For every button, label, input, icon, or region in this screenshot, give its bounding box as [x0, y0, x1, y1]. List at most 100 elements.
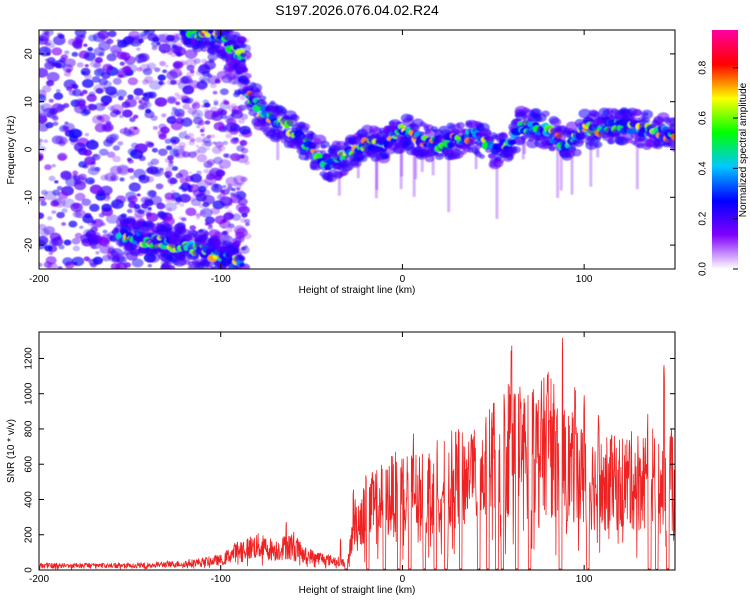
spectrogram-noise [167, 70, 174, 75]
spectrogram-noise [80, 109, 90, 117]
spectrogram-noise [48, 98, 54, 103]
spectrogram-noise [76, 99, 86, 107]
spectrogram-noise [149, 195, 163, 206]
spectrogram-noise [54, 180, 59, 184]
spectrogram-noise [151, 40, 160, 48]
main-ridge-halo [456, 122, 465, 129]
spectrogram-noise [196, 112, 201, 117]
spectrogram-noise [181, 61, 185, 65]
spectrogram-noise [195, 144, 200, 148]
main-ridge-halo [383, 152, 391, 159]
spectrogram-noise [195, 136, 203, 143]
spectrogram-noise [39, 46, 52, 57]
spectrogram-noise [197, 85, 206, 91]
spectrogram-noise [233, 225, 246, 235]
spectrogram-noise [51, 210, 57, 214]
spectrogram-noise [56, 104, 66, 112]
spectrogram-noise [174, 200, 181, 205]
spectrogram-noise [196, 154, 208, 163]
spectrogram-noise [169, 136, 180, 145]
main-ridge-core [670, 133, 675, 141]
spectrogram-noise [106, 53, 117, 62]
spectrogram-noise [73, 142, 86, 152]
spectrogram-noise [214, 77, 221, 82]
spectrogram-noise [126, 209, 132, 213]
spectrogram-noise [185, 116, 191, 121]
snr-y-tick-label: 200 [24, 526, 35, 543]
spectrogram-noise [143, 207, 152, 214]
spectrogram-noise [193, 100, 200, 106]
spectrogram-noise [128, 71, 134, 76]
spectrogram-noise [39, 196, 46, 202]
spectrogram-noise [39, 154, 44, 161]
spectrogram-noise [203, 168, 210, 174]
spectrogram-noise [243, 233, 252, 240]
spectrogram-noise [210, 171, 217, 177]
spectrogram-noise [85, 139, 99, 150]
spectrogram-x-tick-label: -100 [211, 274, 231, 285]
spectrogram-noise [84, 132, 90, 137]
spectrogram-noise [81, 89, 88, 95]
spectrogram-noise [196, 125, 201, 129]
spectrogram-noise [110, 262, 121, 269]
spectrogram-noise [202, 194, 215, 205]
spectrogram-noise [116, 256, 127, 265]
spectrogram-noise [207, 75, 220, 85]
spectrogram-noise [170, 115, 176, 119]
spectrogram-noise [171, 166, 179, 171]
snr-series-line [39, 337, 675, 570]
spectrogram-noise [43, 261, 53, 268]
upper-band-core [204, 32, 210, 37]
main-ridge-halo [588, 142, 595, 147]
spectrogram-noise [55, 89, 61, 93]
spectrogram-noise [232, 123, 239, 128]
spectrogram-noise [56, 186, 63, 191]
spectrogram-noise [154, 97, 168, 107]
spectrogram-noise [186, 71, 195, 78]
snr-x-tick-label: 100 [576, 574, 593, 585]
spectrogram-noise [98, 114, 111, 123]
spectrogram-noise [137, 104, 145, 110]
spectrogram-noise [218, 166, 224, 170]
spectrogram-noise [163, 39, 170, 44]
spectrogram-noise [101, 36, 112, 44]
spectrogram-noise [210, 134, 216, 139]
main-ridge-halo [636, 142, 645, 149]
spectrogram-noise [228, 200, 232, 203]
spectrogram-noise [87, 47, 94, 52]
spectrogram-noise [205, 163, 212, 168]
spectrogram-noise [193, 84, 200, 89]
spectrogram-noise [225, 227, 233, 233]
spectrogram-noise [72, 88, 83, 97]
spectrogram-noise [219, 88, 229, 96]
main-ridge-halo [541, 110, 550, 117]
main-ridge-halo [471, 140, 477, 145]
spectrogram-noise [83, 43, 88, 47]
spectrogram-noise [159, 60, 166, 67]
spectrogram-noise [218, 170, 225, 176]
spectrogram-noise [85, 177, 95, 185]
spectrogram-noise [52, 116, 59, 121]
spectrogram-noise [138, 174, 150, 184]
spectrogram-noise [204, 216, 215, 225]
spectrogram-noise [91, 76, 101, 83]
lower-band-core [238, 262, 245, 267]
spectrogram-noise [143, 30, 156, 36]
spectrogram-noise [166, 171, 170, 174]
spectrogram-noise [64, 50, 70, 55]
lower-band-halo [147, 222, 153, 227]
spectrogram-noise [218, 219, 231, 229]
spectrogram-noise [61, 222, 67, 226]
spectrogram-noise [129, 117, 136, 123]
spectrogram-noise [161, 113, 167, 118]
spectrogram-streak [635, 138, 639, 190]
spectrogram-noise [112, 77, 122, 85]
spectrogram-noise [157, 148, 168, 156]
spectrogram-noise [182, 181, 191, 188]
spectrogram-noise [81, 198, 92, 206]
spectrogram-noise [225, 133, 232, 139]
spectrogram-noise [189, 171, 193, 174]
spectrogram-noise [102, 229, 108, 234]
colorbar: 0.0 0.2 0.4 0.6 0.8 Normalized spectral ampl… [698, 30, 749, 276]
spectrogram-noise [160, 126, 170, 134]
